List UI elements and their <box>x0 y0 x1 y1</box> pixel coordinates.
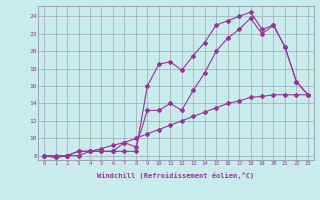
X-axis label: Windchill (Refroidissement éolien,°C): Windchill (Refroidissement éolien,°C) <box>97 172 255 179</box>
